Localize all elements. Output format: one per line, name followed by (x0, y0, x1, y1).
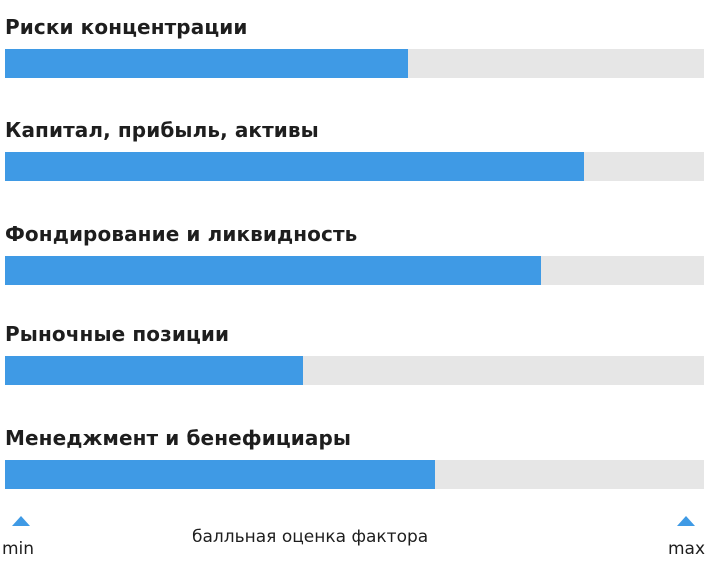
max-marker-icon (677, 516, 695, 526)
bar-track (5, 460, 704, 489)
factor-label: Капитал, прибыль, активы (5, 118, 319, 142)
factor-row: Менеджмент и бенефициары (5, 426, 704, 489)
scale-max-label: max (668, 539, 706, 559)
factor-label: Менеджмент и бенефициары (5, 426, 352, 450)
bar-track (5, 256, 704, 285)
bar-fill (5, 256, 541, 285)
scale-axis-label: балльная оценка фактора (192, 527, 429, 547)
factor-row: Капитал, прибыль, активы (5, 118, 704, 181)
factor-row: Рыночные позиции (5, 322, 704, 385)
bar-fill (5, 152, 584, 181)
factor-label: Риски концентрации (5, 15, 248, 39)
factor-row: Фондирование и ликвидность (5, 222, 704, 285)
factor-label: Рыночные позиции (5, 322, 230, 346)
bar-fill (5, 356, 303, 385)
bar-track (5, 356, 704, 385)
bar-track (5, 49, 704, 78)
factor-row: Риски концентрации (5, 15, 704, 78)
factor-label: Фондирование и ликвидность (5, 222, 358, 246)
bar-fill (5, 460, 435, 489)
min-marker-icon (12, 516, 30, 526)
bar-fill (5, 49, 408, 78)
bar-track (5, 152, 704, 181)
scale-min-label: min (2, 539, 35, 559)
